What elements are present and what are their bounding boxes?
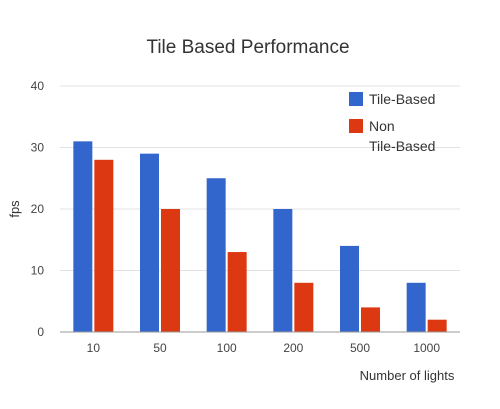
y-tick-label: 10 (31, 264, 45, 278)
bar-non-tile-based-200 (294, 282, 314, 332)
bar-non-tile-based-1000 (427, 319, 447, 332)
y-tick-label: 30 (31, 141, 45, 155)
x-tick-label: 1000 (413, 341, 440, 355)
bar-tile-based-100 (206, 178, 226, 332)
legend-label-non-tile-based-line2: Tile-Based (369, 138, 435, 154)
bar-tile-based-200 (273, 209, 293, 332)
x-tick-label: 10 (87, 341, 101, 355)
x-tick-label: 500 (350, 341, 370, 355)
y-tick-label: 0 (37, 325, 44, 339)
chart-title: Tile Based Performance (146, 37, 349, 58)
legend: Tile-Based Non Tile-Based (349, 91, 435, 154)
grid (60, 85, 460, 271)
x-tick-label: 200 (283, 341, 303, 355)
x-axis-label: Number of lights (360, 368, 455, 383)
bar-tile-based-10 (73, 141, 93, 332)
legend-label-non-tile-based-line1: Non (369, 118, 395, 134)
bar-tile-based-1000 (406, 282, 426, 332)
legend-label-tile-based: Tile-Based (369, 91, 435, 107)
bar-tile-based-50 (140, 153, 159, 332)
x-tick-labels: 10 50 100 200 500 1000 (87, 341, 441, 355)
bar-non-tile-based-10 (94, 159, 114, 332)
y-tick-label: 20 (31, 202, 45, 216)
bars (73, 141, 447, 332)
bar-non-tile-based-100 (227, 252, 247, 332)
legend-swatch-non-tile-based (349, 119, 363, 133)
bar-tile-based-500 (340, 245, 359, 332)
bar-non-tile-based-500 (361, 307, 380, 332)
bar-non-tile-based-50 (161, 209, 180, 332)
x-tick-label: 100 (217, 341, 237, 355)
y-tick-label: 40 (31, 79, 45, 93)
legend-swatch-tile-based (349, 92, 363, 106)
y-axis-label: fps (7, 200, 22, 218)
x-tick-label: 50 (153, 341, 167, 355)
y-tick-labels: 0 10 20 30 40 (31, 79, 45, 339)
